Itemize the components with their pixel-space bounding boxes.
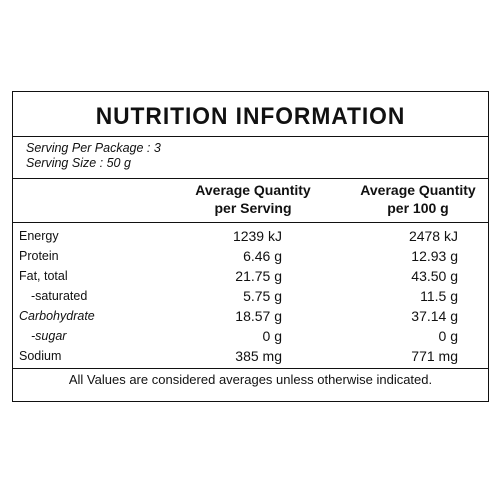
header-per-100g: Average Quantity per 100 g [343, 181, 493, 217]
nutrient-name: Energy [19, 229, 59, 243]
value-per-100g: 11.5 g [420, 288, 458, 304]
value-per-100g: 37.14 g [411, 308, 458, 324]
table-row: Sodium 385 mg 771 mg [13, 347, 488, 367]
table-row: -sugar 0 g 0 g [13, 327, 488, 347]
servings-per-package: Serving Per Package : 3 [26, 141, 161, 155]
footer-rule [13, 368, 488, 369]
value-per-serving: 5.75 g [243, 288, 282, 304]
value-per-serving: 18.57 g [235, 308, 282, 324]
value-per-100g: 0 g [438, 328, 458, 344]
value-per-100g: 2478 kJ [408, 228, 458, 244]
title-rule [13, 136, 488, 137]
value-per-serving: 385 mg [235, 348, 282, 364]
label-title: NUTRITION INFORMATION [95, 103, 406, 130]
header-per-100g-line2: per 100 g [387, 200, 449, 216]
nutrition-label: NUTRITION INFORMATION Serving Per Packag… [12, 91, 489, 402]
header-rule [13, 222, 488, 223]
table-row: -saturated 5.75 g 11.5 g [13, 287, 488, 307]
nutrient-name: -sugar [31, 329, 67, 343]
value-per-100g: 43.50 g [411, 268, 458, 284]
header-per-serving-line2: per Serving [214, 200, 292, 216]
serving-size: Serving Size : 50 g [26, 156, 131, 170]
value-per-serving: 6.46 g [243, 248, 282, 264]
table-row: Fat, total 21.75 g 43.50 g [13, 267, 488, 287]
value-per-serving: 1239 kJ [232, 228, 282, 244]
nutrient-name: Fat, total [19, 269, 68, 283]
table-row: Energy 1239 kJ 2478 kJ [13, 227, 488, 247]
header-per-serving: Average Quantity per Serving [173, 181, 333, 217]
nutrient-name: Carbohydrate [19, 309, 95, 323]
value-per-serving: 0 g [262, 328, 282, 344]
value-per-100g: 771 mg [411, 348, 458, 364]
footnote: All Values are considered averages unles… [68, 372, 433, 387]
table-row: Protein 6.46 g 12.93 g [13, 247, 488, 267]
nutrient-name: -saturated [31, 289, 88, 303]
nutrient-name: Sodium [19, 349, 62, 363]
value-per-100g: 12.93 g [411, 248, 458, 264]
value-per-serving: 21.75 g [235, 268, 282, 284]
serving-rule [13, 178, 488, 179]
header-per-100g-line1: Average Quantity [360, 182, 476, 198]
table-row: Carbohydrate 18.57 g 37.14 g [13, 307, 488, 327]
serving-info: Serving Per Package : 3 Serving Size : 5… [26, 141, 161, 171]
nutrient-name: Protein [19, 249, 59, 263]
header-per-serving-line1: Average Quantity [195, 182, 311, 198]
